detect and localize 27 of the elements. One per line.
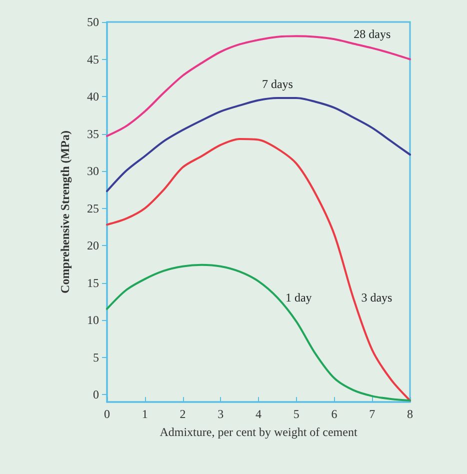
y-tick-label: 35 — [87, 126, 99, 141]
x-tick-label: 6 — [331, 407, 338, 421]
y-axis-title: Comprehensive Strength (MPa) — [58, 130, 72, 294]
series-label: 1 day — [285, 290, 312, 305]
x-tick-label: 1 — [142, 407, 148, 421]
series-label: 7 days — [262, 77, 294, 91]
x-tick-label: 5 — [293, 407, 300, 421]
y-tick-label: 25 — [87, 201, 99, 216]
x-tick-label: 2 — [180, 407, 186, 421]
y-tick-label: 50 — [87, 15, 99, 29]
series-label: 3 days — [361, 290, 393, 305]
y-tick-label: 30 — [87, 164, 99, 178]
x-tick-label: 7 — [369, 407, 376, 421]
y-tick-label: 40 — [87, 90, 99, 104]
x-tick-label: 8 — [407, 407, 413, 421]
y-tick-label: 15 — [87, 276, 99, 290]
x-axis-title: Admixture, per cent by weight of cement — [160, 425, 358, 439]
x-tick-label: 0 — [104, 407, 110, 421]
y-tick-label: 20 — [87, 238, 99, 253]
y-tick-label: 10 — [87, 313, 99, 328]
x-tick-label: 3 — [218, 407, 224, 421]
y-tick-label: 5 — [93, 350, 99, 364]
line-series — [106, 97, 411, 192]
y-tick-label: 0 — [93, 388, 99, 402]
x-tick-label: 4 — [256, 407, 262, 421]
y-tick-label: 45 — [87, 52, 99, 66]
series-label: 28 days — [354, 27, 391, 42]
